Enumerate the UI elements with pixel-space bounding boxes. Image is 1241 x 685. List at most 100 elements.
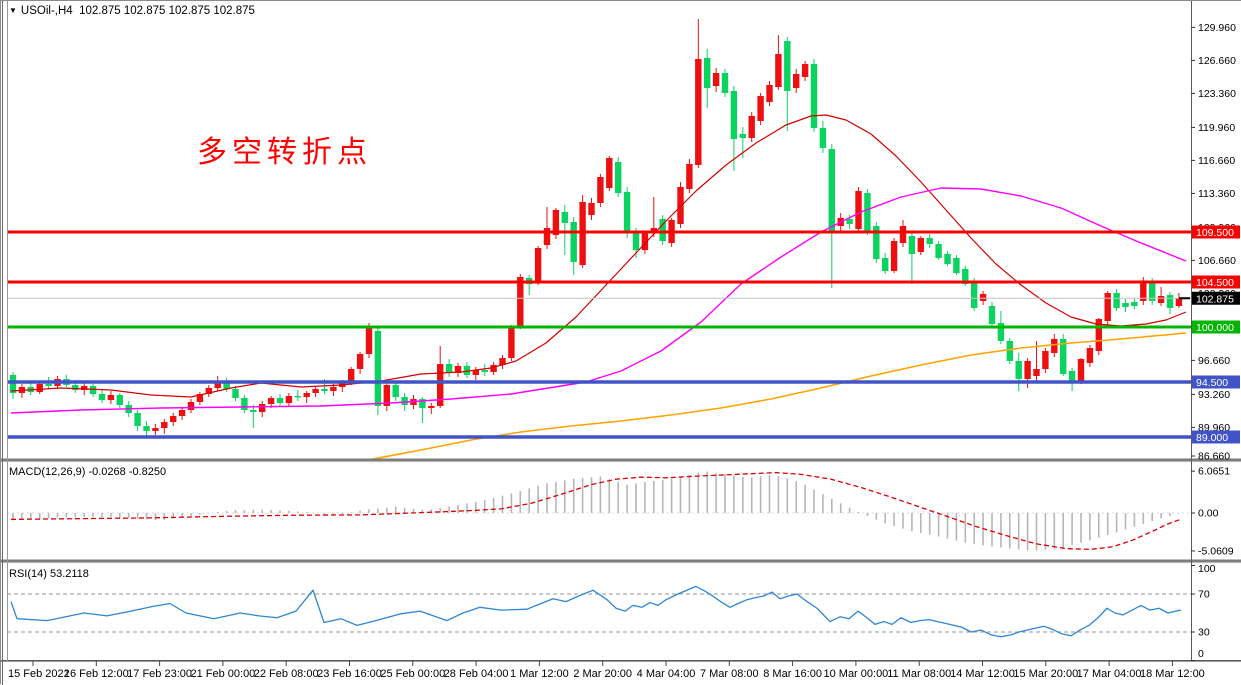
candle-up <box>899 226 907 243</box>
candle-down <box>241 398 248 410</box>
macd-pane[interactable] <box>7 471 1191 551</box>
candle-down <box>1068 371 1076 381</box>
candle-up <box>214 381 221 388</box>
price-tick-label: 106.660 <box>1198 255 1236 267</box>
candle-up <box>205 388 212 394</box>
candle-up <box>748 116 755 138</box>
candle-down <box>810 64 818 128</box>
symbol-dropdown-icon[interactable]: ▼ <box>9 6 17 15</box>
candle-up <box>36 384 43 392</box>
rsi-tick-label: 30 <box>1198 627 1210 639</box>
axis-price-flag <box>1192 291 1240 305</box>
price-axis[interactable]: 129.960 126.660 123.360 119.960 116.660 113.3… <box>1191 22 1240 661</box>
last-close-marker <box>1179 297 1190 300</box>
time-label: 17 Feb 23:00 <box>127 668 192 680</box>
candle-down <box>721 73 729 93</box>
candle-up <box>890 241 898 271</box>
candle-down <box>864 193 871 231</box>
candle-up <box>365 328 373 354</box>
pane-divider[interactable] <box>1 559 1241 563</box>
axis-price-flag <box>1192 430 1240 444</box>
candle-up <box>1042 351 1049 369</box>
candle-down <box>828 149 835 231</box>
candle-up <box>383 385 390 406</box>
candle-up <box>330 387 337 391</box>
candle-down <box>997 323 1005 341</box>
candle-up <box>490 365 497 372</box>
chart-title: ▼ USOil-,H4 102.875 102.875 102.875 102.8… <box>9 5 255 17</box>
candle-up <box>686 164 693 189</box>
candle-down <box>481 370 488 372</box>
rsi-tick-label: 0 <box>1198 648 1204 660</box>
time-label: 22 Feb 08:00 <box>254 668 319 680</box>
ma-mid-magenta-line <box>10 187 1187 414</box>
candle-down <box>1006 341 1013 361</box>
candle-up <box>1157 296 1165 303</box>
time-axis-divider <box>1 660 1241 662</box>
candle-down <box>223 381 230 389</box>
candle-up <box>499 358 506 365</box>
macd-tick-label: 6.0651 <box>1198 466 1230 478</box>
annotation-text: 多空转折点 <box>197 136 372 169</box>
candle-up <box>543 228 551 245</box>
candle-up <box>677 187 684 224</box>
time-label: 21 Feb 00:00 <box>190 668 255 680</box>
candle-down <box>392 385 399 397</box>
candle-down <box>143 426 150 431</box>
candle-up <box>979 294 987 301</box>
axis-price-flag <box>1192 225 1240 239</box>
candle-up <box>196 394 204 402</box>
time-label: 14 Mar 12:00 <box>950 668 1015 680</box>
candle-down <box>873 226 880 259</box>
candle-down <box>882 258 889 271</box>
candle-up <box>187 402 195 410</box>
candle-up <box>312 389 319 393</box>
price-tick-label: 113.360 <box>1198 188 1235 200</box>
time-label: 15 Feb 2022 <box>8 668 70 680</box>
candle-up <box>1086 348 1094 363</box>
candle-down <box>632 232 640 250</box>
price-tick-label: 93.260 <box>1198 389 1230 401</box>
price-tick-label: 116.660 <box>1198 155 1235 167</box>
candle-up <box>161 422 168 428</box>
candle-up <box>508 328 515 358</box>
candle-up <box>348 369 355 382</box>
price-pane[interactable] <box>7 19 1191 461</box>
candle-up <box>107 395 115 400</box>
candle-down <box>739 134 746 138</box>
candle-down <box>374 331 382 406</box>
axis-price-flag <box>1192 375 1240 389</box>
candle-down <box>962 269 969 284</box>
candle-down <box>704 58 711 88</box>
candle-down <box>615 162 622 193</box>
candles-layer[interactable] <box>9 19 1183 438</box>
price-tick-label: 126.660 <box>1198 55 1236 67</box>
time-label: 4 Mar 04:00 <box>637 668 696 680</box>
candle-up <box>517 277 524 326</box>
axis-price-flag-text: 104.500 <box>1196 277 1234 289</box>
candle-up <box>454 366 462 373</box>
candle-up <box>597 177 604 203</box>
candle-down <box>1131 302 1138 306</box>
rsi-pane[interactable] <box>7 585 1191 638</box>
candle-down <box>401 397 408 405</box>
macd-tick-label: -5.0609 <box>1198 545 1234 557</box>
macd-tick-label: 0.00 <box>1198 508 1219 520</box>
pane-divider[interactable] <box>1 458 1241 462</box>
rsi-tick-label: 70 <box>1198 589 1210 601</box>
candle-down <box>730 91 738 139</box>
candle-down <box>276 398 284 403</box>
price-tick-label: 123.360 <box>1198 88 1236 100</box>
candle-up <box>793 74 800 88</box>
candle-down <box>116 395 123 405</box>
axis-price-flag-text: 102.875 <box>1196 293 1234 305</box>
candle-down <box>250 410 257 412</box>
candle-up <box>695 59 702 165</box>
candle-down <box>784 41 791 91</box>
candle-up <box>801 64 809 77</box>
candle-up <box>1095 319 1102 351</box>
candle-up <box>356 354 364 369</box>
